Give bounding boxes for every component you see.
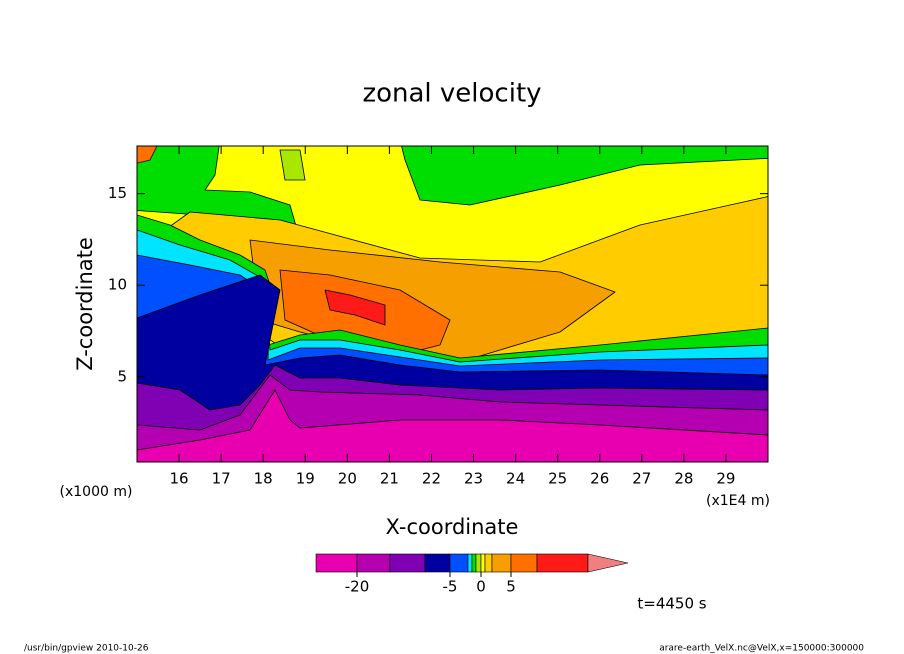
x-tick-label: 27 — [632, 470, 651, 488]
x-tick-label: 20 — [338, 470, 357, 488]
colorbar-extension — [587, 553, 629, 573]
x-tick-label: 28 — [674, 470, 693, 488]
colorbar-box — [471, 553, 477, 573]
x-axis-label: X-coordinate — [386, 515, 519, 539]
chart-title: zonal velocity — [362, 79, 541, 109]
x-tick-label: 25 — [548, 470, 567, 488]
footer-left: /usr/bin/gpview 2010-10-26 — [24, 644, 149, 654]
x-tick-label: 23 — [464, 470, 483, 488]
y-axis-label: Z-coordinate — [73, 237, 97, 371]
y-unit: (x1000 m) — [60, 484, 133, 500]
colorbar-box — [356, 553, 391, 573]
x-tick-label: 26 — [590, 470, 609, 488]
contour-field — [137, 146, 768, 462]
y-tick-label: 10 — [108, 276, 127, 294]
x-tick-label: 21 — [380, 470, 399, 488]
x-tick-label: 22 — [422, 470, 441, 488]
colorbar: -20 -5 0 5 — [315, 553, 629, 596]
colorbar-tick-label: 0 — [476, 578, 486, 596]
annotation: t=4450 s — [637, 595, 706, 613]
x-tick-label: 16 — [170, 470, 189, 488]
y-tick-label: 15 — [108, 184, 127, 202]
footer-right: arare-earth_VelX.nc@VelX,x=150000:300000 — [659, 644, 864, 654]
contour-region — [137, 146, 158, 164]
colorbar-tick-label: 5 — [506, 578, 516, 596]
y-tick-label: 5 — [117, 367, 127, 385]
colorbar-box — [449, 553, 469, 573]
contour-region — [137, 389, 768, 462]
colorbar-box — [467, 553, 473, 573]
colorbar-box — [315, 553, 358, 573]
colorbar-box — [475, 553, 482, 573]
x-unit: (x1E4 m) — [706, 493, 770, 509]
contour-region — [324, 289, 386, 326]
x-tick-label: 24 — [506, 470, 525, 488]
colorbar-tick-label: -5 — [443, 578, 458, 596]
colorbar-box — [510, 553, 538, 573]
x-tick-label: 29 — [716, 470, 735, 488]
x-tick-label: 19 — [296, 470, 315, 488]
contour-region — [279, 149, 306, 181]
x-tick-label: 17 — [212, 470, 231, 488]
colorbar-box — [536, 553, 589, 573]
colorbar-box — [389, 553, 426, 573]
contour-region — [137, 146, 301, 241]
colorbar-box — [480, 553, 486, 573]
colorbar-box — [424, 553, 451, 573]
colorbar-box — [491, 553, 512, 573]
colorbar-tick-label: -20 — [345, 578, 370, 596]
plot-frame — [136, 145, 769, 463]
contour-region — [401, 146, 768, 206]
colorbar-box — [484, 553, 493, 573]
x-tick-label: 18 — [254, 470, 273, 488]
